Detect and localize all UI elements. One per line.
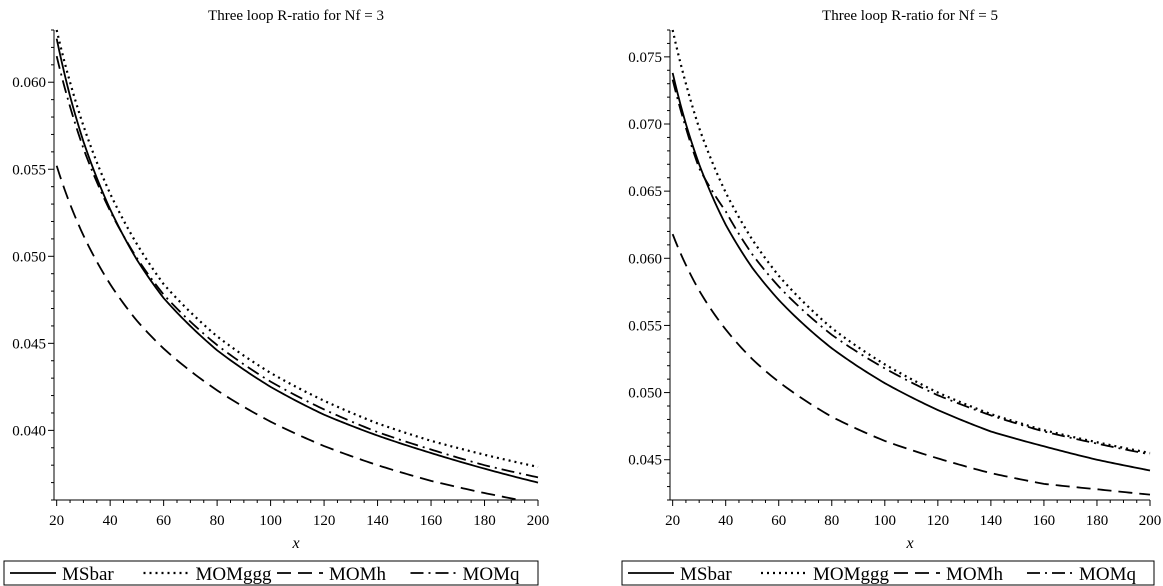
series-line-momggg [671, 29, 1151, 455]
x-tick-label: 200 [527, 513, 550, 529]
x-tick-label: 20 [665, 513, 680, 529]
x-tick-label: 180 [1086, 513, 1109, 529]
x-tick-label: 200 [1139, 513, 1162, 529]
x-tick-label: 60 [156, 513, 171, 529]
x-tick-label: 100 [259, 513, 282, 529]
legend-box [3, 560, 539, 586]
series-line-momggg [55, 29, 539, 469]
legend-box [621, 560, 1155, 586]
chart-title: Three loop R-ratio for Nf = 3 [208, 8, 384, 24]
x-tick-label: 160 [420, 513, 443, 529]
x-tick-label: 160 [1033, 513, 1056, 529]
series-line-momh [55, 165, 525, 500]
x-tick-label: 100 [874, 513, 897, 529]
legend-label-msbar: MSbar [680, 564, 732, 585]
y-tick-label: 0.060 [628, 251, 662, 267]
x-tick-label: 40 [718, 513, 733, 529]
chart-panel-nf5: Three loop R-ratio for Nf = 5 20 40 60 80 100… [582, 0, 1163, 586]
x-axis-label: x [291, 535, 299, 552]
legend-label-momggg: MOMggg [196, 564, 273, 585]
x-tick-label: 180 [473, 513, 496, 529]
y-tick-label: 0.050 [628, 386, 662, 402]
series-line-msbar [671, 72, 1151, 472]
chart-nf3: Three loop R-ratio for Nf = 3 20 40 60 80 100… [3, 8, 550, 586]
legend-label-momh: MOMh [329, 564, 387, 585]
series-line-momh [671, 233, 1151, 496]
x-tick-label: 80 [824, 513, 839, 529]
y-tick-label: 0.075 [628, 50, 662, 66]
y-tick-label: 0.070 [628, 117, 662, 133]
x-tick-label: 40 [103, 513, 118, 529]
legend-label-msbar: MSbar [62, 564, 114, 585]
series-line-momq [671, 79, 1151, 456]
series-line-momq [55, 55, 539, 479]
legend-label-momh: MOMh [946, 564, 1004, 585]
y-tick-label: 0.065 [628, 184, 662, 200]
x-tick-label: 20 [49, 513, 64, 529]
y-tick-label: 0.050 [12, 249, 46, 265]
x-tick-label: 140 [980, 513, 1003, 529]
chart-nf5: Three loop R-ratio for Nf = 5 20 40 60 80 100… [621, 8, 1162, 586]
y-tick-label: 0.055 [12, 162, 46, 178]
x-tick-label: 80 [210, 513, 225, 529]
legend-label-momq: MOMq [1079, 564, 1137, 585]
y-tick-label: 0.055 [628, 318, 662, 334]
y-tick-label: 0.060 [12, 75, 46, 91]
chart-panel-nf3: Three loop R-ratio for Nf = 3 20 40 60 80 100… [0, 0, 581, 586]
series-line-msbar [55, 38, 539, 484]
x-tick-label: 120 [927, 513, 950, 529]
x-tick-label: 120 [313, 513, 336, 529]
y-tick-label: 0.045 [12, 336, 46, 352]
y-tick-label: 0.040 [12, 423, 46, 439]
chart-title: Three loop R-ratio for Nf = 5 [822, 8, 998, 24]
x-tick-label: 140 [366, 513, 389, 529]
x-axis-label: x [905, 535, 913, 552]
x-tick-label: 60 [771, 513, 786, 529]
legend-label-momq: MOMq [463, 564, 521, 585]
legend-label-momggg: MOMggg [813, 564, 890, 585]
y-tick-label: 0.045 [628, 453, 662, 469]
